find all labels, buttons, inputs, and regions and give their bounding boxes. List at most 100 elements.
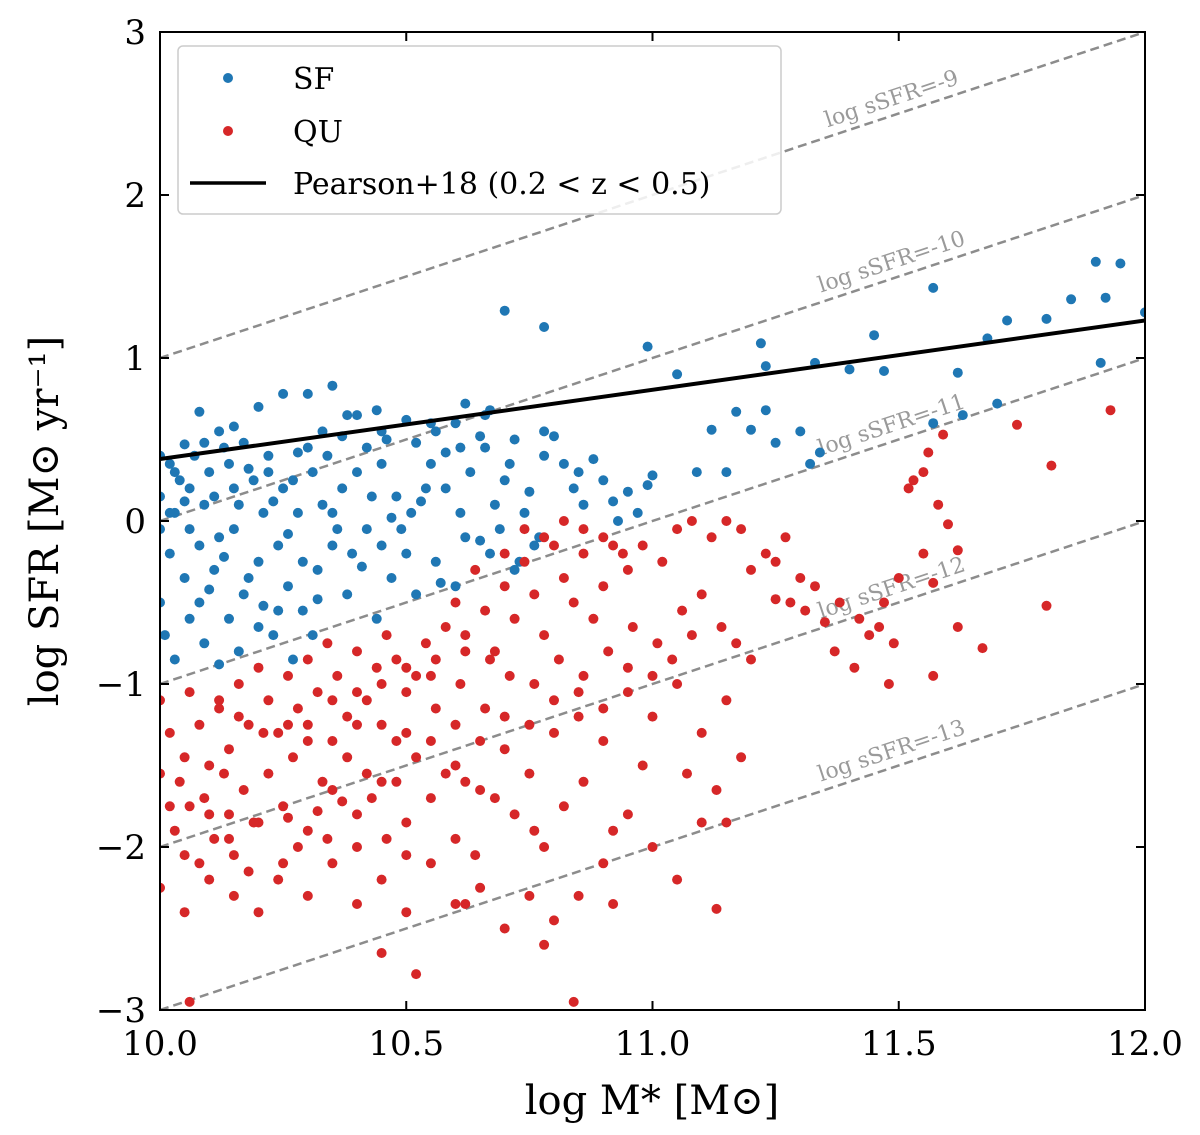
qu-point-229 [529, 825, 540, 836]
sf-point-139 [524, 486, 535, 497]
sf-point-5 [755, 338, 766, 349]
qu-point-206 [573, 687, 584, 698]
sf-point-91 [253, 556, 264, 567]
sf-point-150 [204, 584, 215, 595]
sf-point-156 [283, 529, 293, 539]
sf-point-153 [243, 573, 254, 583]
qu-point-119 [721, 817, 732, 828]
qu-point-89 [164, 727, 175, 738]
qu-point-193 [258, 727, 269, 738]
qu-point-176 [558, 801, 569, 812]
qu-point-98 [302, 825, 313, 836]
sf-point-176 [224, 458, 234, 469]
qu-point-168 [603, 646, 614, 657]
qu-point-122 [598, 858, 609, 869]
qu-point-191 [214, 695, 225, 706]
qu-point-16 [888, 638, 899, 649]
axis-ticks: 10.0 10.5 11.0 11.5 12.0 −3 −2 −1 0 1 2 3 [96, 13, 1183, 1064]
y-axis-label: log SFR [M⊙ yr⁻¹] [22, 336, 68, 706]
qu-point-158 [219, 768, 229, 779]
qu-point-233 [337, 796, 348, 807]
qu-point-185 [243, 866, 254, 877]
qu-point-44 [608, 540, 619, 551]
qu-point-71 [342, 711, 353, 722]
qu-point-187 [204, 809, 215, 820]
sf-point-116 [288, 654, 298, 665]
qu-point-172 [637, 760, 648, 771]
qu-point-20 [819, 617, 830, 628]
pearson-fit-line [160, 318, 1145, 462]
sf-point-187 [455, 442, 466, 453]
sf-point-117 [307, 630, 318, 641]
qu-point-199 [401, 727, 412, 738]
sf-point-85 [164, 548, 175, 559]
sf-point-188 [475, 431, 486, 442]
sf-point-100 [386, 573, 397, 583]
y-tick-label-5: 1 [124, 339, 146, 379]
qu-point-181 [352, 842, 362, 852]
qu-point-99 [327, 785, 338, 795]
qu-point-34 [810, 581, 820, 592]
qu-point-40 [977, 643, 988, 654]
sf-point-22 [992, 398, 1003, 409]
sf-point-71 [386, 512, 397, 523]
sf-point-88 [209, 564, 220, 575]
qu-point-6 [908, 475, 919, 486]
qu-point-73 [322, 638, 333, 649]
qu-point-102 [401, 817, 412, 828]
qu-point-41 [1041, 600, 1052, 611]
qu-point-208 [622, 662, 633, 673]
y-tick-label-1: −3 [96, 991, 146, 1031]
ssfr-line-3 [160, 356, 1145, 686]
qu-point-76 [292, 703, 303, 714]
qu-point-11 [952, 545, 963, 556]
sf-point-56 [160, 491, 165, 502]
qu-point-126 [499, 923, 510, 934]
sf-point-141 [568, 483, 579, 494]
sf-point-155 [268, 496, 279, 507]
qu-point-164 [504, 670, 515, 681]
sf-point-99 [371, 613, 382, 624]
sf-point-32 [805, 458, 816, 469]
sf-point-9 [869, 330, 880, 341]
sf-point-2 [539, 322, 550, 332]
qu-point-63 [420, 638, 431, 649]
qu-point-244 [460, 646, 471, 657]
scatter-points [160, 256, 1145, 1007]
qu-point-194 [283, 719, 293, 730]
qu-point-159 [199, 793, 210, 804]
qu-point-202 [475, 736, 486, 746]
legend-fit-label: Pearson+18 (0.2 < z < 0.5) [293, 167, 711, 202]
qu-point-138 [204, 874, 215, 885]
qu-point-60 [450, 597, 461, 608]
sf-point-120 [204, 467, 215, 478]
qu-point-32 [780, 532, 791, 543]
qu-point-83 [224, 744, 234, 755]
qu-point-24 [746, 564, 756, 575]
sf-point-163 [396, 524, 407, 535]
sf-point-67 [317, 499, 328, 510]
sf-point-178 [263, 467, 274, 478]
qu-point-131 [376, 874, 387, 885]
qu-point-139 [179, 907, 190, 918]
qu-point-47 [578, 548, 589, 559]
qu-point-219 [637, 540, 648, 551]
qu-point-228 [509, 809, 520, 820]
sf-point-68 [332, 524, 343, 535]
sf-point-151 [219, 551, 229, 562]
sf-point-66 [302, 442, 313, 453]
sf-point-105 [509, 564, 520, 575]
sf-point-49 [278, 388, 289, 399]
qu-point-81 [243, 719, 254, 730]
qu-point-112 [647, 711, 658, 722]
sf-point-10 [879, 366, 889, 376]
qu-point-107 [524, 768, 535, 779]
qu-point-1 [1105, 405, 1116, 416]
qu-point-67 [381, 630, 392, 641]
sf-point-16 [1066, 294, 1077, 305]
qu-point-35 [829, 646, 840, 657]
qu-point-53 [519, 556, 530, 567]
qu-point-232 [366, 793, 377, 804]
sf-point-1 [499, 305, 510, 316]
